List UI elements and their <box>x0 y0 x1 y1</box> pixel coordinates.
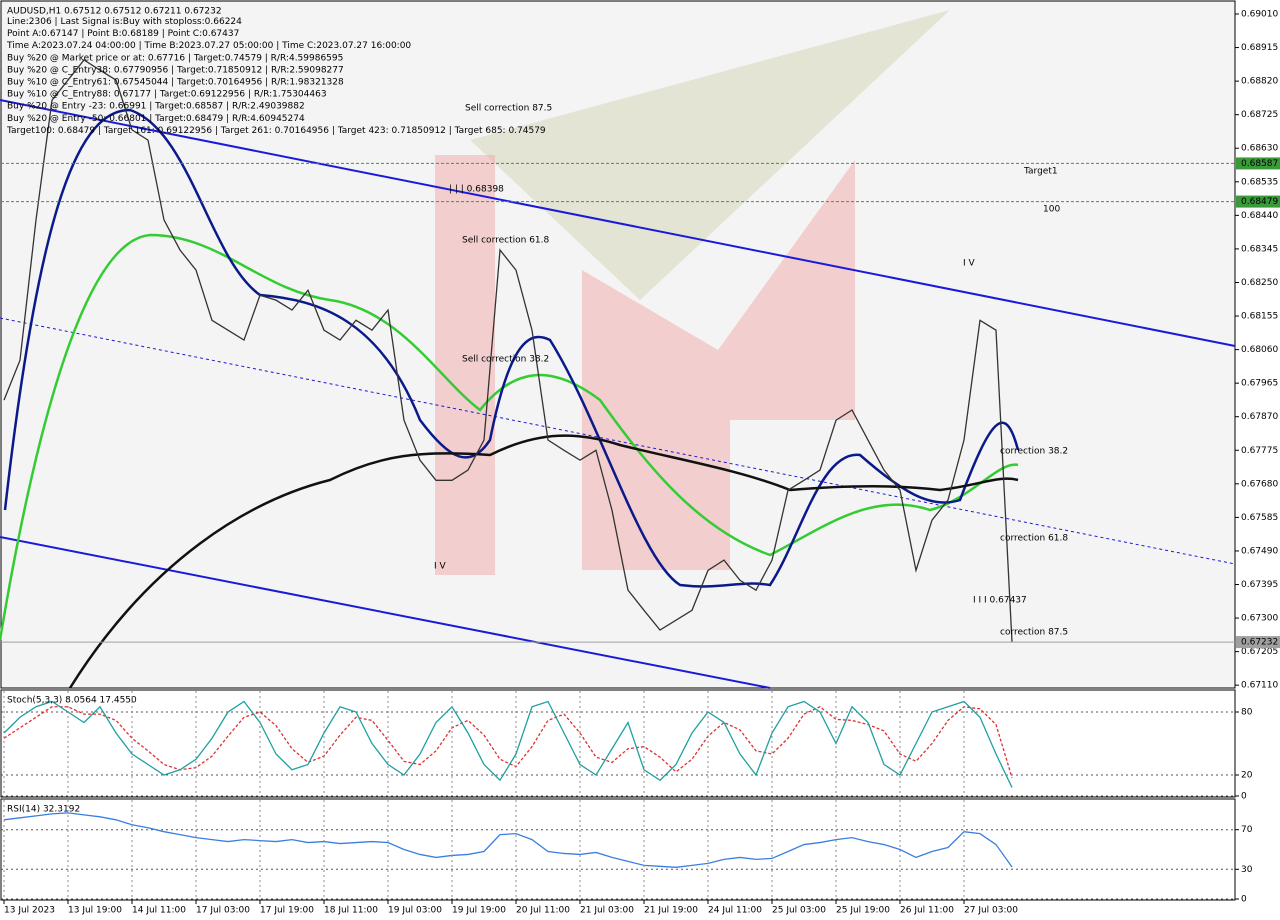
panel-title: AUDUSD,H1 0.67512 0.67512 0.67211 0.6723… <box>7 7 222 17</box>
level-label: 0.68479 <box>1241 197 1278 207</box>
y-tick-label: 0.67205 <box>1241 647 1278 657</box>
x-tick-label: 25 Jul 19:00 <box>836 906 890 916</box>
info-line: Point A:0.67147 | Point B:0.68189 | Poin… <box>7 29 239 39</box>
y-tick-label: 0.69010 <box>1241 10 1278 20</box>
x-tick-label: 17 Jul 03:00 <box>196 906 250 916</box>
panel-title: RSI(14) 32.3192 <box>7 805 80 815</box>
y-tick-label: 0.68725 <box>1241 110 1278 120</box>
annotation: Target1 <box>1023 167 1058 177</box>
annotation: I V <box>434 562 447 572</box>
annotation: Sell correction 87.5 <box>465 104 552 114</box>
x-tick-label: 13 Jul 2023 <box>4 906 55 916</box>
info-line: Line:2306 | Last Signal is:Buy with stop… <box>7 17 242 27</box>
info-line: Buy %10 @ C_Entry61: 0.67545044 | Target… <box>7 78 344 88</box>
y-tick-label: 0.68440 <box>1241 211 1278 221</box>
channel-line <box>0 536 771 689</box>
x-tick-label: 26 Jul 11:00 <box>900 906 954 916</box>
level-label-bg <box>1236 195 1280 208</box>
y-tick-label: 0.67300 <box>1241 614 1278 624</box>
y-tick-label: 70 <box>1241 825 1253 835</box>
y-tick-label: 0.68250 <box>1241 278 1278 288</box>
indicator-line <box>3 700 1013 788</box>
stoch-panel <box>0 689 1236 798</box>
panel-title: Stoch(5,3,3) 8.0564 17.4550 <box>7 696 137 706</box>
y-tick-label: 0 <box>1241 895 1247 905</box>
level-label-bg <box>1236 157 1280 170</box>
y-tick-label: 0.67680 <box>1241 479 1278 489</box>
level-label: 0.67232 <box>1241 638 1278 648</box>
x-tick-label: 21 Jul 19:00 <box>644 906 698 916</box>
y-tick-label: 0.67395 <box>1241 580 1278 590</box>
annotation: 100 <box>1043 205 1060 215</box>
y-tick-label: 30 <box>1241 865 1253 875</box>
info-line: Target100: 0.68479 | Target 161: 0.69122… <box>6 126 546 136</box>
watermark <box>582 160 855 570</box>
y-tick-label: 0.68535 <box>1241 177 1278 187</box>
y-tick-label: 80 <box>1241 708 1253 718</box>
annotation: correction 87.5 <box>1000 628 1068 638</box>
y-tick-label: 0.67585 <box>1241 513 1278 523</box>
moving-average <box>68 434 1019 689</box>
annotation: | | | 0.68398 <box>449 185 504 195</box>
x-tick-label: 24 Jul 11:00 <box>708 906 762 916</box>
x-tick-label: 19 Jul 03:00 <box>388 906 442 916</box>
x-tick-label: 21 Jul 03:00 <box>580 906 634 916</box>
info-line: Time A:2023.07.24 04:00:00 | Time B:2023… <box>6 41 411 51</box>
y-tick-label: 20 <box>1241 771 1253 781</box>
moving-average <box>3 108 1020 588</box>
info-line: Buy %20 @ Market price or at: 0.67716 | … <box>7 53 343 63</box>
x-tick-label: 27 Jul 03:00 <box>964 906 1018 916</box>
price-line <box>3 59 1013 643</box>
indicator-line <box>3 812 1013 868</box>
moving-average <box>0 233 1019 641</box>
x-tick-label: 20 Jul 11:00 <box>516 906 570 916</box>
rsi-panel <box>0 798 1236 901</box>
x-tick-label: 14 Jul 11:00 <box>132 906 186 916</box>
x-tick-label: 25 Jul 03:00 <box>772 906 826 916</box>
annotation: Sell correction 38.2 <box>462 355 549 365</box>
x-tick-label: 19 Jul 19:00 <box>452 906 506 916</box>
info-line: Buy %10 @ C_Entry88: 0.67177 | Target:0.… <box>7 90 327 100</box>
x-tick-label: 17 Jul 19:00 <box>260 906 314 916</box>
watermark <box>435 155 495 575</box>
annotation: I I I 0.67437 <box>973 596 1027 606</box>
y-tick-label: 0.67870 <box>1241 412 1278 422</box>
y-tick-label: 0.67965 <box>1241 379 1278 389</box>
x-tick-label: 18 Jul 11:00 <box>324 906 378 916</box>
y-tick-label: 0 <box>1241 792 1247 802</box>
annotation: Sell correction 61.8 <box>462 236 550 246</box>
annotation: correction 61.8 <box>1000 534 1068 544</box>
info-line: Buy %20 @ Entry -23: 0.66991 | Target:0.… <box>7 102 305 112</box>
y-tick-label: 0.68060 <box>1241 345 1278 355</box>
y-tick-label: 0.67110 <box>1241 681 1278 691</box>
level-label: 0.68587 <box>1241 159 1278 169</box>
channel-line <box>0 99 1236 347</box>
y-tick-label: 0.68155 <box>1241 312 1278 322</box>
annotation: I V <box>963 259 976 269</box>
y-tick-label: 0.68915 <box>1241 43 1278 53</box>
annotation: correction 38.2 <box>1000 447 1068 457</box>
y-tick-label: 0.68345 <box>1241 244 1278 254</box>
x-tick-label: 13 Jul 19:00 <box>68 906 122 916</box>
info-line: Buy %20 @ C_Entry38: 0.67790956 | Target… <box>7 65 344 75</box>
y-tick-label: 0.68820 <box>1241 77 1278 87</box>
watermark <box>470 10 950 300</box>
level-label-bg <box>1236 636 1280 649</box>
info-line: Buy %20 @ Entry -50: 0.66801 | Target:0.… <box>7 114 305 124</box>
y-tick-label: 0.67775 <box>1241 446 1278 456</box>
y-tick-label: 0.68630 <box>1241 144 1278 154</box>
y-tick-label: 0.67490 <box>1241 546 1278 556</box>
signal-line <box>3 705 1013 778</box>
